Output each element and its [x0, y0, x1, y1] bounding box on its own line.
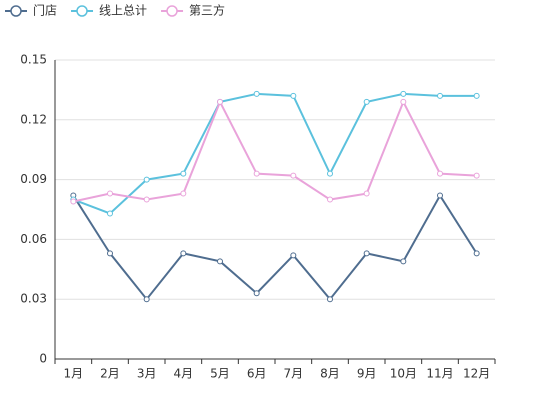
data-point	[400, 90, 407, 97]
x-tick-label: 11月	[426, 367, 453, 381]
data-point	[363, 98, 370, 105]
data-point	[253, 290, 260, 297]
series-line	[72, 92, 477, 215]
data-point	[253, 170, 260, 177]
legend-label: 第三方	[189, 3, 225, 18]
data-point	[217, 98, 223, 105]
data-point	[437, 170, 443, 177]
data-point	[290, 92, 297, 99]
legend-marker	[166, 5, 178, 17]
data-point	[143, 296, 150, 303]
data-point	[473, 250, 480, 257]
data-point	[437, 92, 443, 99]
y-tick-label: 0.15	[20, 53, 47, 67]
series-line	[73, 99, 477, 203]
y-tick-label: 0.09	[20, 172, 47, 186]
data-point	[327, 196, 333, 203]
data-point	[363, 190, 370, 197]
data-point	[180, 170, 187, 177]
data-point	[400, 98, 407, 105]
legend-item: 线上总计	[71, 4, 147, 18]
data-point	[70, 198, 77, 205]
data-point	[290, 252, 297, 259]
legend-item: 第三方	[161, 3, 225, 18]
data-point	[363, 250, 370, 257]
data-point	[107, 250, 113, 257]
x-tick-label: 5月	[210, 367, 230, 381]
y-tick-label: 0.06	[20, 232, 47, 246]
x-tick-label: 6月	[247, 367, 267, 381]
data-point	[107, 190, 113, 197]
data-point	[253, 90, 260, 97]
data-point	[437, 192, 443, 199]
data-point	[107, 210, 113, 217]
data-point	[290, 172, 297, 179]
data-point	[217, 258, 223, 265]
legend-item: 门店	[5, 3, 57, 18]
data-point	[473, 92, 480, 99]
x-tick-label: 12月	[463, 367, 490, 381]
x-tick-label: 9月	[357, 367, 377, 381]
legend-marker	[10, 5, 22, 17]
legend-label: 门店	[33, 3, 57, 18]
data-point	[327, 296, 333, 303]
x-tick-label: 7月	[284, 367, 304, 381]
y-tick-label: 0.12	[20, 112, 47, 126]
x-tick-label: 10月	[390, 367, 417, 381]
data-point	[143, 196, 150, 203]
y-tick-label: 0	[39, 352, 47, 366]
x-tick-label: 4月	[174, 367, 194, 381]
x-tick-label: 3月	[137, 367, 157, 381]
data-point	[473, 172, 480, 179]
x-tick-label: 2月	[100, 367, 120, 381]
series-line	[72, 193, 478, 301]
data-point	[180, 190, 187, 197]
data-point	[180, 250, 187, 257]
data-point	[400, 258, 407, 265]
data-point	[327, 170, 333, 177]
data-point	[143, 176, 150, 183]
x-tick-label: 1月	[64, 367, 84, 381]
legend-marker	[76, 5, 88, 17]
y-tick-label: 0.03	[20, 292, 47, 306]
x-tick-label: 8月	[320, 367, 340, 381]
legend-label: 线上总计	[99, 4, 147, 18]
